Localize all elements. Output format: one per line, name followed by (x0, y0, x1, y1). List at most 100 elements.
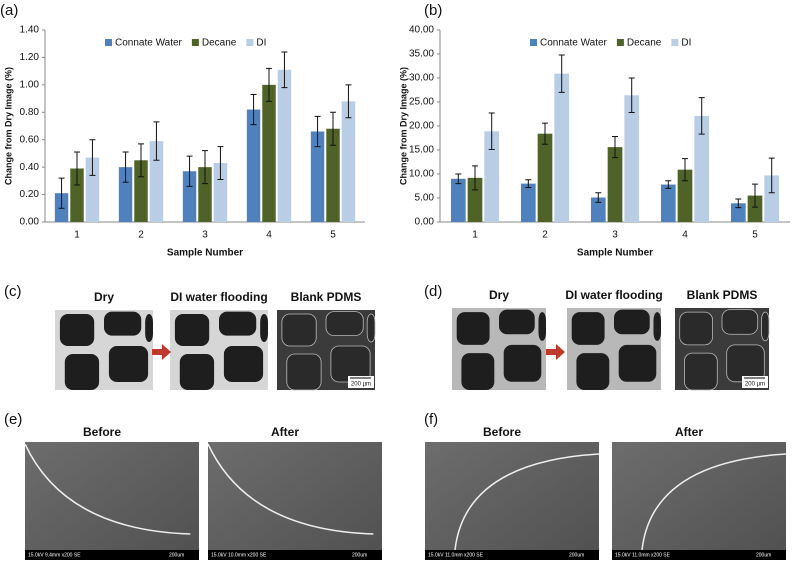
bar (467, 177, 483, 222)
bar (198, 167, 212, 222)
pore (281, 313, 317, 347)
sem-info: 15.0kV 11.0mm x200 SE (615, 552, 671, 558)
bar (246, 109, 261, 222)
legend-swatch (246, 39, 254, 46)
pore (461, 353, 495, 390)
bar (660, 184, 676, 222)
error-bar (768, 157, 775, 194)
pore (653, 312, 661, 341)
error-bar (612, 136, 618, 159)
error-bar (330, 111, 336, 146)
bar (450, 178, 466, 222)
error-bar (74, 151, 80, 186)
pore (618, 344, 657, 382)
x-tick-label: 3 (202, 230, 208, 241)
pore (59, 314, 95, 346)
pore (108, 346, 149, 382)
pore (366, 313, 376, 343)
error-bar (138, 143, 144, 178)
pore (145, 314, 153, 342)
y-tick-label: 15.00 (409, 145, 434, 156)
panel-label: (f) (424, 411, 438, 428)
bar (70, 168, 84, 222)
bar (277, 69, 292, 223)
panel-label: (a) (0, 2, 18, 19)
legend-label: DI (681, 38, 691, 49)
image-caption: Before (83, 425, 121, 439)
panel-label: (c) (4, 283, 22, 300)
error-bar (122, 151, 129, 183)
bar (677, 169, 693, 222)
legend-label: Connate Water (540, 38, 608, 49)
pore (679, 311, 714, 346)
scale-box (742, 376, 768, 388)
panel-label: (e) (4, 411, 22, 428)
pore (104, 311, 142, 336)
error-bar (682, 158, 688, 182)
pore (223, 346, 264, 382)
pore (456, 312, 490, 345)
panel-label: (d) (424, 283, 442, 300)
y-tick-label: 1.20 (20, 52, 40, 63)
bar (213, 163, 228, 222)
bar (149, 141, 164, 222)
bar (590, 197, 606, 222)
x-tick-label: 3 (612, 230, 618, 241)
bar (694, 115, 710, 222)
y-tick-label: 10.00 (409, 169, 434, 180)
sem-info: 15.0kV 11.0mm x200 SE (428, 552, 484, 558)
sem-scale: 200um (169, 552, 184, 558)
legend-swatch (191, 39, 199, 46)
x-axis-title: Sample Number (577, 248, 653, 259)
sem-footer (612, 550, 786, 560)
scale-label: 200 µm (351, 382, 371, 388)
pore (64, 354, 100, 390)
y-tick-label: 0.00 (415, 217, 435, 228)
y-tick-label: 0.20 (20, 189, 40, 200)
bar (520, 183, 536, 222)
y-tick-label: 1.40 (20, 25, 40, 36)
bar (537, 133, 553, 222)
sem-image (425, 442, 599, 560)
pore (538, 312, 546, 341)
y-tick-label: 0.60 (20, 134, 40, 145)
error-bar (735, 198, 742, 209)
x-tick-label: 2 (542, 230, 548, 241)
pore (179, 354, 215, 390)
image-caption: After (271, 425, 299, 439)
bar (182, 171, 197, 222)
y-tick-label: 20.00 (409, 121, 434, 132)
x-tick-label: 1 (472, 230, 478, 241)
x-axis-title: Sample Number (167, 248, 243, 259)
bar (607, 147, 623, 222)
pore (286, 353, 322, 391)
pore (571, 312, 605, 345)
error-bar (89, 139, 96, 176)
x-tick-label: 5 (752, 230, 758, 241)
pore (499, 309, 535, 335)
y-axis-title: Change from Dry Image (%) (3, 67, 13, 185)
legend-label: Connate Water (115, 38, 183, 49)
error-bar (752, 183, 758, 208)
image-caption: Before (483, 425, 521, 439)
sem-info: 15.0kV 9.4mm x200 SE (28, 552, 81, 558)
error-bar (250, 93, 257, 126)
bar (730, 203, 746, 222)
bar (310, 131, 325, 222)
x-tick-label: 4 (682, 230, 688, 241)
x-tick-label: 2 (138, 230, 144, 241)
image-caption: DI water flooding (565, 288, 662, 302)
pore (576, 353, 610, 390)
sem-scale: 200um (352, 552, 367, 558)
pore (684, 352, 718, 391)
legend-swatch (530, 39, 537, 46)
bar (341, 101, 356, 222)
y-tick-label: 40.00 (409, 25, 434, 36)
bar (134, 160, 148, 222)
error-bar (186, 155, 193, 187)
error-bar (314, 115, 321, 148)
pore (503, 344, 542, 382)
error-bar (58, 177, 65, 209)
y-tick-label: 1.00 (20, 79, 40, 90)
image-caption: Dry (489, 288, 509, 302)
